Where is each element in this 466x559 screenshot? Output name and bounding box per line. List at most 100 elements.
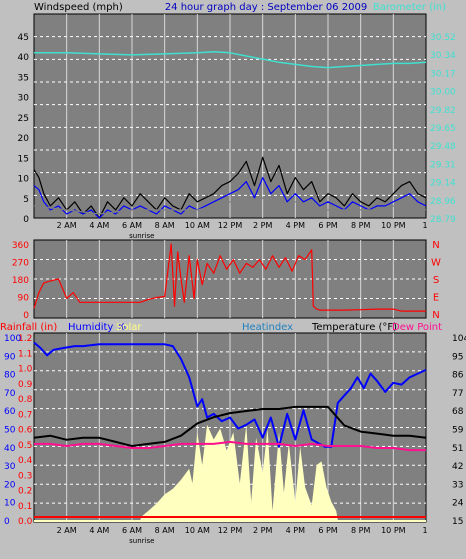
x-tick-label: 6 AM [122,526,142,535]
temp-humidity-panel: Rainfall (in) Humidity %Solar Heatindex Tem… [0,322,466,545]
series-line [33,197,426,215]
y-tick-rain: 0.2 [18,487,32,497]
y-tick-rain: 0.4 [18,456,33,466]
y-tick-humidity: 60 [4,407,16,417]
y-tick-left: 35 [18,73,29,83]
x-tick-label: 12 PM [218,221,243,230]
y-tick-right: 33 [452,480,463,490]
y-tick-right: 29.82 [430,106,456,116]
y-tick-right: 42 [452,462,463,472]
x-tick-label: 10 AM [185,221,210,230]
y-tick-left: 0 [23,311,29,321]
x-tick-label: 1 [422,526,427,535]
chart-title: 24 hour graph day : September 06 2009 [165,2,367,13]
series-line [34,51,427,69]
y-tick-left: 15 [18,154,29,164]
x-tick-label: 10 PM [381,526,406,535]
y-tick-left: 20 [18,134,30,144]
y-tick-left: 180 [12,276,29,286]
y-tick-right: 95 [452,352,463,362]
x-tick-label: 8 AM [155,221,175,230]
y-tick-humidity: 100 [4,334,21,344]
y-tick-right: 15 [452,517,463,527]
y-tick-rain: 0.1 [18,502,32,512]
y-tick-right: 29.65 [430,124,456,134]
y-tick-right: 30.52 [430,33,456,43]
y-tick-right: N [432,240,439,251]
y-tick-rain: 1.2 [18,334,32,344]
legend-item: Rainfall (in) [0,322,57,333]
y-tick-right: 28.79 [430,215,456,225]
y-tick-left: 10 [18,175,30,185]
y-tick-right: 59 [452,426,464,436]
y-tick-right: 24 [452,499,464,509]
y-tick-right: 29.14 [430,179,456,189]
y-tick-rain: 0.9 [18,380,33,390]
y-axis-label-right: Barometer (in) [373,2,446,13]
y-tick-left: 360 [12,241,29,251]
y-tick-humidity: 10 [4,499,16,509]
x-tick-label: 4 PM [286,221,305,230]
x-tick-label: 6 PM [318,221,337,230]
y-tick-right: 29.48 [430,142,456,152]
x-tick-label: 4 AM [89,221,109,230]
y-tick-left: 30 [18,94,30,104]
y-tick-rain: 0.3 [18,471,32,481]
series-line [33,156,427,219]
sunrise-label: sunrise [129,537,154,545]
x-tick-label: 1 [422,221,427,230]
y-tick-right: 30.17 [430,69,456,79]
y-tick-left: 40 [18,53,30,63]
y-tick-humidity: 90 [4,352,16,362]
y-tick-right: 51 [452,444,463,454]
series-line [33,341,427,448]
x-tick-label: 4 PM [286,526,305,535]
y-tick-rain: 0.6 [18,426,33,436]
y-tick-right: 86 [452,371,464,381]
y-tick-left: 5 [23,195,29,205]
y-tick-right: S [433,275,439,286]
y-tick-rain: 1.1 [18,349,32,359]
y-tick-left: 25 [18,114,29,124]
solar-area [34,424,426,522]
y-tick-left: 0 [23,215,29,225]
x-tick-label: 12 PM [218,526,243,535]
x-tick-label: 10 AM [185,526,210,535]
y-tick-humidity: 30 [4,462,16,472]
x-tick-label: 4 AM [89,526,109,535]
y-tick-right: 29.31 [430,160,456,170]
legend-item: Dew Point [392,322,442,333]
y-tick-right: E [433,293,439,304]
y-tick-humidity: 20 [4,480,16,490]
y-tick-right: W [431,258,441,269]
series-line [33,243,426,312]
x-tick-label: 8 PM [351,526,370,535]
y-tick-right: 77 [452,389,463,399]
y-tick-right: 28.96 [430,197,456,207]
y-tick-humidity: 50 [4,426,16,436]
wind-barometer-panel: Windspeed (mph) 24 hour graph day : Septe… [18,2,456,240]
y-tick-rain: 0.0 [18,517,33,527]
legend-item: Solar [116,322,142,333]
x-tick-label: 2 PM [253,221,272,230]
y-tick-right: 30.34 [430,51,456,61]
y-tick-left: 270 [12,259,29,269]
x-tick-label: 10 PM [381,221,406,230]
y-tick-humidity: 80 [4,371,16,381]
y-tick-rain: 0.7 [18,410,32,420]
legend-item: Heatindex [242,322,293,333]
y-tick-right: N [432,310,439,321]
y-tick-right: 30.00 [430,88,456,98]
series-line [33,405,427,447]
y-tick-left: 45 [18,33,29,43]
x-tick-label: 2 AM [57,221,77,230]
sunrise-label: sunrise [129,232,154,240]
y-tick-rain: 0.5 [18,441,32,451]
y-tick-right: 68 [452,407,464,417]
y-axis-label-left: Windspeed (mph) [34,2,123,13]
y-tick-rain: 0.8 [18,395,33,405]
x-tick-label: 2 AM [57,526,77,535]
x-tick-label: 6 AM [122,221,142,230]
